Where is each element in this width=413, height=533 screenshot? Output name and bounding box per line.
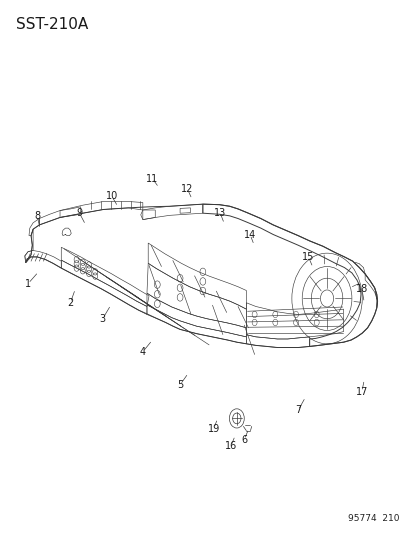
- Text: 13: 13: [214, 208, 226, 218]
- Text: 3: 3: [100, 314, 105, 324]
- Text: 8: 8: [34, 211, 40, 221]
- Text: 10: 10: [105, 191, 118, 201]
- Text: 2: 2: [67, 298, 74, 308]
- Text: 18: 18: [355, 284, 367, 294]
- Text: 17: 17: [355, 387, 367, 397]
- Text: 7: 7: [294, 406, 301, 415]
- Text: 1: 1: [25, 279, 31, 288]
- Text: SST-210A: SST-210A: [16, 17, 88, 32]
- Text: 95774  210: 95774 210: [347, 514, 399, 523]
- Text: 9: 9: [76, 208, 82, 218]
- Text: 12: 12: [181, 184, 193, 194]
- Text: 19: 19: [207, 424, 219, 433]
- Text: 14: 14: [243, 230, 256, 239]
- Text: 6: 6: [241, 435, 247, 445]
- Text: 15: 15: [301, 252, 314, 262]
- Text: 4: 4: [140, 347, 145, 357]
- Text: 11: 11: [146, 174, 158, 183]
- Text: 16: 16: [224, 441, 237, 451]
- Text: 5: 5: [176, 380, 183, 390]
